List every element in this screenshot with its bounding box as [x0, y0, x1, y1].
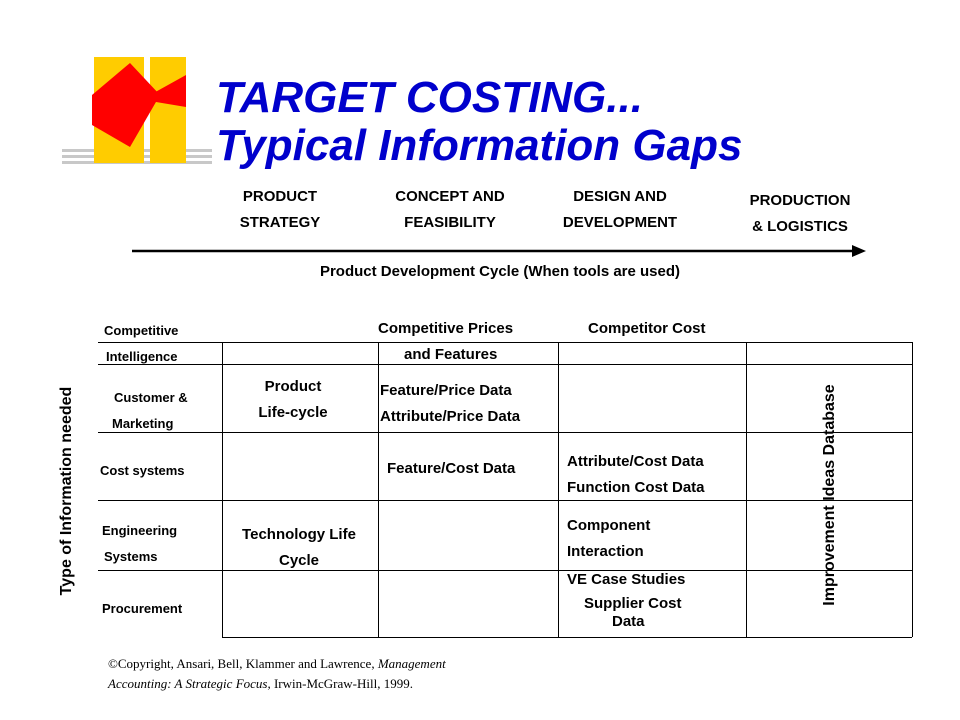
row-engineering-systems: Engineering Systems: [102, 523, 178, 564]
title-line-1: TARGET COSTING...: [216, 73, 643, 122]
cell-product-lifecycle: Product Life-cycle: [258, 378, 328, 421]
grid-v-5: [912, 342, 913, 637]
logo-red-diamond: [92, 63, 160, 147]
phase-concept-feasibility: CONCEPT AND FEASIBILITY: [395, 188, 505, 231]
cell-competitive-prices: Competitive Prices and Features: [378, 320, 514, 363]
grid-v-4: [746, 342, 747, 637]
row-customer-marketing: Customer & Marketing: [112, 390, 188, 431]
cycle-label: Product Development Cycle (When tools ar…: [319, 263, 681, 280]
row-competitive-intelligence: Competitive Intelligence: [104, 323, 179, 364]
grid-h-5: [98, 570, 912, 571]
logo: [62, 57, 212, 164]
cell-feature-price-data: Feature/Price Data Attribute/Price Data: [380, 382, 521, 425]
timeline-arrow: [132, 245, 866, 257]
logo-red-wedge: [150, 75, 186, 107]
cell-supplier-cost-data: Supplier Cost Data: [584, 595, 682, 630]
vertical-label-right: Improvement Ideas Database: [821, 384, 838, 606]
grid-v-3: [558, 342, 559, 637]
book-title-part-2: Accounting: A Strategic Focus,: [108, 676, 271, 691]
cell-feature-cost-data: Feature/Cost Data: [387, 460, 516, 477]
grid-v-1: [222, 342, 223, 637]
cell-competitor-cost: Competitor Cost: [588, 320, 706, 337]
phase-production-logistics: PRODUCTION & LOGISTICS: [749, 192, 851, 235]
row-procurement: Procurement: [102, 601, 183, 616]
copyright-symbol: ©: [108, 656, 118, 671]
grid-h-4: [98, 500, 912, 501]
cell-component-interaction: Component Interaction: [567, 517, 651, 560]
book-title-part-1: Management: [377, 656, 446, 671]
grid-h-1: [98, 342, 912, 343]
grid-v-2: [378, 342, 379, 637]
grid-h-3: [98, 432, 912, 433]
cell-technology-life-cycle: Technology Life Cycle: [242, 526, 356, 569]
logo-yellow-right: [150, 57, 186, 163]
cell-attribute-cost-data: Attribute/Cost Data Function Cost Data: [567, 453, 705, 496]
phase-design-development: DESIGN AND DEVELOPMENT: [562, 188, 678, 231]
phase-product-strategy: PRODUCT STRATEGY: [239, 188, 321, 231]
cell-ve-case-studies: VE Case Studies: [567, 571, 686, 588]
row-cost-systems: Cost systems: [100, 463, 185, 478]
copyright-notice: ©Copyright, Ansari, Bell, Klammer and La…: [108, 656, 446, 691]
title-line-2: Typical Information Gaps: [216, 121, 743, 170]
grid-h-6: [222, 637, 912, 638]
grid-h-2: [98, 364, 912, 365]
page-title: TARGET COSTING... Typical Information Ga…: [216, 74, 936, 170]
vertical-label-left: Type of Information needed: [58, 386, 75, 596]
